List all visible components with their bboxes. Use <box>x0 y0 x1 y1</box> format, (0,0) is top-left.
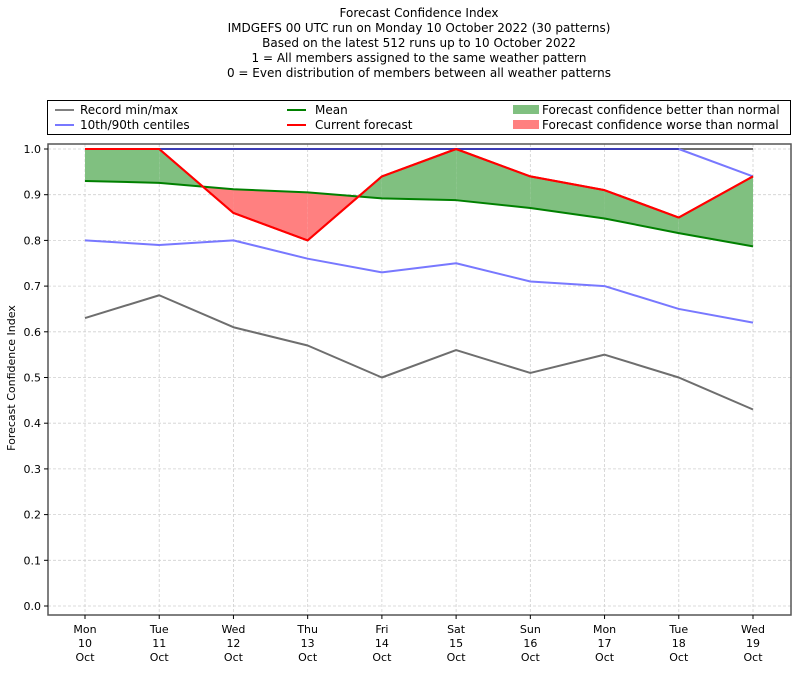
legend-label-mean: Mean <box>315 103 348 117</box>
y-tick-label: 0.2 <box>24 509 42 522</box>
x-tick-label: 11 <box>152 637 166 650</box>
chart-title: Forecast Confidence Index IMDGEFS 00 UTC… <box>227 6 611 80</box>
x-tick-label: Fri <box>375 623 388 636</box>
fill-better-than-normal <box>85 149 160 183</box>
x-tick-label: Thu <box>296 623 318 636</box>
x-tick-label: Oct <box>150 651 170 664</box>
y-axis-label: Forecast Confidence Index <box>5 305 18 451</box>
x-tick-label: Tue <box>668 623 688 636</box>
y-tick-label: 0.0 <box>24 600 42 613</box>
legend-label-record: Record min/max <box>80 103 178 117</box>
series-line-mean <box>84 179 754 248</box>
series-line-10th-centile <box>84 239 754 324</box>
title-line-4: 1 = All members assigned to the same wea… <box>252 51 587 65</box>
legend-label-current: Current forecast <box>315 118 413 132</box>
legend-frame <box>47 100 791 135</box>
x-tick-label: 14 <box>375 637 389 650</box>
x-tick-label: Wed <box>221 623 245 636</box>
y-tick-label: 0.6 <box>24 326 42 339</box>
x-tick-label: Mon <box>593 623 616 636</box>
x-tick-label: 18 <box>672 637 686 650</box>
x-tick-label: Oct <box>743 651 763 664</box>
y-tick-label: 0.8 <box>24 234 42 247</box>
y-tick-label: 0.4 <box>24 417 42 430</box>
x-tick-label: 12 <box>226 637 240 650</box>
x-tick-label: 10 <box>78 637 92 650</box>
y-tick-label: 0.1 <box>24 554 42 567</box>
legend-swatch-worse <box>513 120 539 129</box>
x-tick-label: 13 <box>301 637 315 650</box>
x-tick-label: 19 <box>746 637 760 650</box>
x-axis: Mon10OctTue11OctWed12OctThu13OctFri14Oct… <box>73 615 765 664</box>
x-tick-label: Oct <box>521 651 541 664</box>
x-tick-label: Oct <box>224 651 244 664</box>
x-tick-label: Oct <box>595 651 615 664</box>
x-tick-label: Sun <box>520 623 541 636</box>
title-line-5: 0 = Even distribution of members between… <box>227 66 611 80</box>
x-tick-label: Oct <box>372 651 392 664</box>
legend-swatch-better <box>513 105 539 114</box>
title-line-3: Based on the latest 512 runs up to 10 Oc… <box>262 36 576 50</box>
fill-better-than-normal <box>678 176 753 247</box>
title-line-1: Forecast Confidence Index <box>340 6 499 20</box>
x-tick-label: Sat <box>447 623 466 636</box>
series-lines <box>84 148 754 411</box>
y-tick-label: 0.7 <box>24 280 42 293</box>
plot-frame <box>47 143 792 616</box>
series-line-record-min <box>84 294 754 411</box>
x-tick-label: 16 <box>523 637 537 650</box>
x-tick-label: 15 <box>449 637 463 650</box>
x-tick-label: Oct <box>75 651 95 664</box>
x-tick-label: Oct <box>298 651 318 664</box>
y-tick-label: 0.9 <box>24 189 42 202</box>
x-tick-label: 17 <box>598 637 612 650</box>
fill-better-than-normal <box>381 149 457 201</box>
y-tick-label: 1.0 <box>24 143 42 156</box>
fill-better-than-normal <box>456 149 531 208</box>
series-line-current-forecast-top <box>85 148 754 242</box>
title-line-2: IMDGEFS 00 UTC run on Monday 10 October … <box>228 21 611 35</box>
y-tick-label: 0.5 <box>24 372 42 385</box>
legend-label-better: Forecast confidence better than normal <box>542 103 780 117</box>
y-axis: 0.0 0.1 0.2 0.3 0.4 0.5 0.6 0.7 0.8 0.9 1.0 <box>24 143 48 613</box>
legend-label-centiles: 10th/90th centiles <box>80 118 190 132</box>
legend-label-worse: Forecast confidence worse than normal <box>542 118 779 132</box>
y-tick-label: 0.3 <box>24 463 42 476</box>
x-tick-label: Tue <box>149 623 169 636</box>
fill-better-than-normal <box>604 190 679 234</box>
x-tick-label: Oct <box>669 651 689 664</box>
fill-worse-than-normal <box>233 189 308 241</box>
x-tick-label: Oct <box>447 651 467 664</box>
x-tick-label: Wed <box>741 623 765 636</box>
x-tick-label: Mon <box>73 623 96 636</box>
legend: Record min/max 10th/90th centiles Mean C… <box>47 100 791 135</box>
